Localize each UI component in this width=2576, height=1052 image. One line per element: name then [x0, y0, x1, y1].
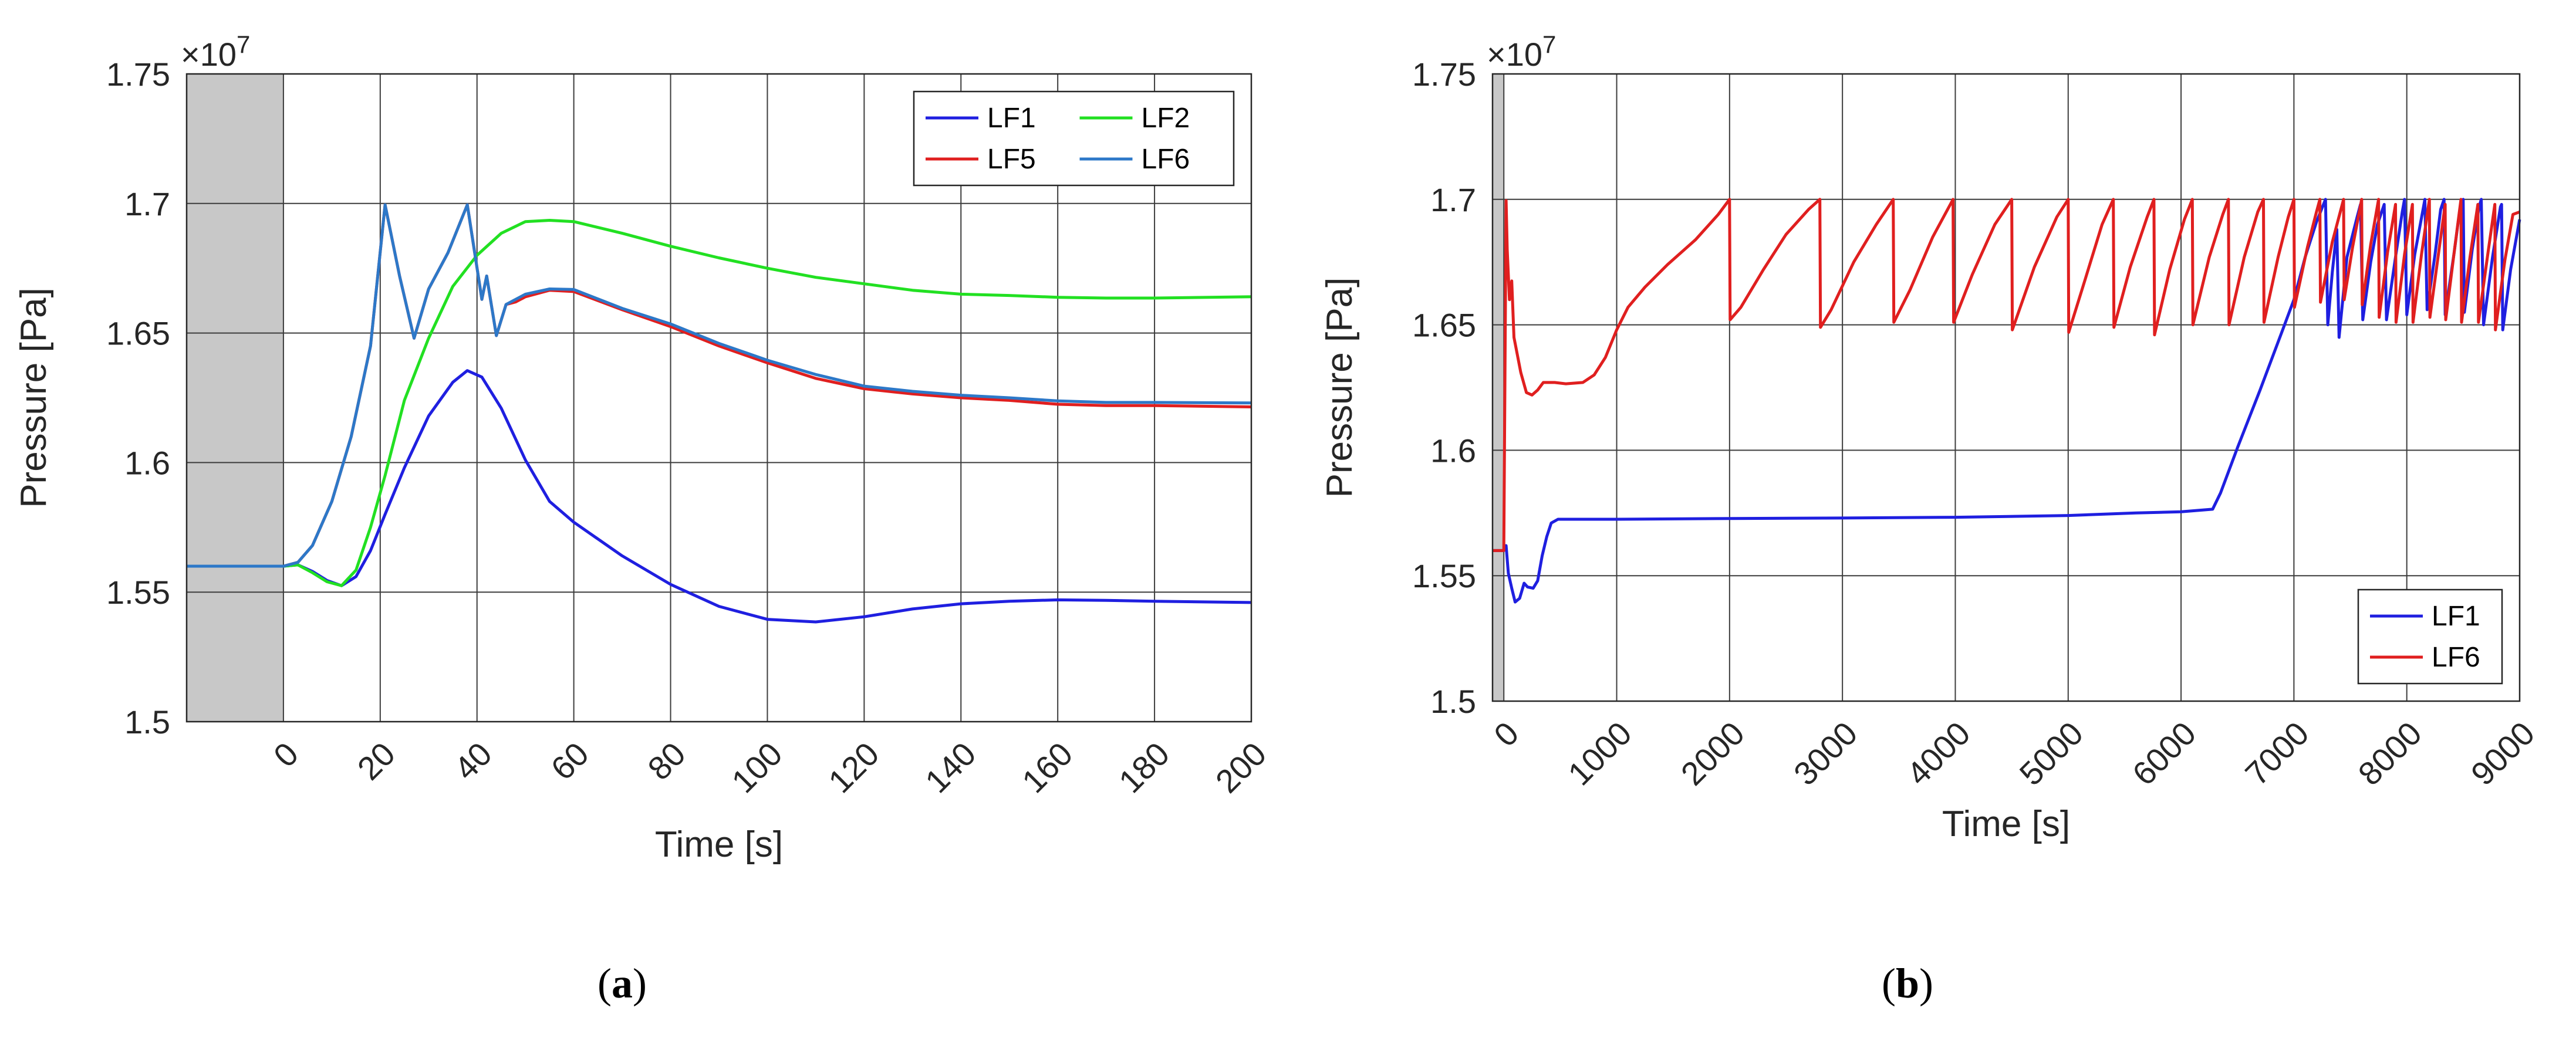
series-line-lf6 — [1493, 198, 2520, 552]
legend-label-lf6: LF6 — [1142, 144, 1190, 175]
exponent-label: ×107 — [181, 31, 250, 73]
x-tick-label: 3000 — [1787, 715, 1865, 793]
x-tick-label: 2000 — [1674, 715, 1752, 793]
x-tick-label: 100 — [724, 735, 789, 800]
x-tick-labels: 0 1000 2000 3000 4000 5000 6000 7000 8000 9000 — [1487, 715, 2541, 793]
y-tick-label: 1.75 — [1412, 56, 1476, 93]
x-tick-labels: 0 20 40 60 80 100 120 140 160 180 200 — [266, 735, 1274, 800]
y-tick-label: 1.55 — [1412, 557, 1476, 594]
y-tick-label: 1.6 — [1430, 432, 1476, 469]
legend-box — [913, 90, 1235, 187]
pre-start-shading — [1493, 74, 1504, 701]
y-tick-labels: 1.5 1.55 1.6 1.65 1.7 1.75 — [1412, 56, 1476, 720]
plot-frame — [185, 73, 1252, 723]
x-tick-label: 1000 — [1561, 715, 1639, 793]
y-tick-label: 1.7 — [124, 185, 170, 222]
legend-label-lf1: LF1 — [987, 103, 1036, 134]
legend: LF1 LF5 LF2 LF6 — [913, 90, 1235, 187]
y-tick-label: 1.5 — [124, 703, 170, 740]
panel-a: 0 20 40 60 80 100 120 140 160 180 200 1.51.551.61.… — [13, 31, 1273, 1007]
series-lines — [187, 203, 1252, 624]
panel-caption-b: (b) — [1882, 960, 1933, 1007]
y-axis-label: Pressure [Pa] — [13, 287, 54, 508]
panel-b: 0 1000 2000 3000 4000 5000 6000 7000 8000 9000 1.… — [1319, 31, 2541, 1007]
series-line-lf1 — [187, 369, 1252, 624]
plot-frame — [1491, 73, 2521, 702]
pre-start-shading — [187, 74, 283, 722]
x-tick-label: 9000 — [2464, 715, 2542, 793]
legend-label-lf6: LF6 — [2432, 642, 2480, 673]
x-tick-label: 80 — [640, 735, 693, 787]
x-tick-label: 0 — [1487, 715, 1526, 754]
x-tick-label: 200 — [1208, 735, 1274, 800]
series-line-lf2 — [187, 219, 1252, 587]
y-axis-label: Pressure [Pa] — [1319, 278, 1360, 498]
y-tick-label: 1.6 — [124, 444, 170, 481]
series-line-lf1 — [1493, 198, 2521, 604]
y-tick-label: 1.65 — [106, 315, 170, 352]
x-tick-label: 120 — [821, 735, 886, 800]
series-line-lf6 — [187, 203, 1252, 568]
x-tick-label: 160 — [1015, 735, 1080, 800]
x-tick-label: 140 — [918, 735, 983, 800]
y-tick-label: 1.65 — [1412, 307, 1476, 344]
x-tick-label: 20 — [350, 735, 403, 787]
y-tick-label: 1.5 — [1430, 683, 1476, 720]
x-tick-label: 8000 — [2351, 715, 2429, 793]
x-tick-label: 0 — [266, 735, 306, 774]
x-tick-label: 180 — [1112, 735, 1177, 800]
x-tick-label: 4000 — [1899, 715, 1977, 793]
y-tick-labels: 1.5 1.55 1.6 1.65 1.7 1.75 — [106, 56, 170, 740]
y-tick-label: 1.7 — [1430, 181, 1476, 218]
x-tick-label: 40 — [447, 735, 499, 787]
x-tick-label: 5000 — [2012, 715, 2090, 793]
legend-label-lf1: LF1 — [2432, 601, 2480, 632]
x-tick-label: 60 — [543, 735, 596, 787]
x-tick-label: 6000 — [2125, 715, 2203, 793]
exponent-label: ×107 — [1487, 31, 1556, 73]
x-axis-label: Time [s] — [655, 824, 783, 865]
series-lines — [1493, 198, 2521, 604]
y-tick-label: 1.55 — [106, 574, 170, 611]
legend-label-lf2: LF2 — [1142, 103, 1190, 134]
legend-label-lf5: LF5 — [987, 144, 1036, 175]
x-axis-label: Time [s] — [1942, 804, 2070, 844]
y-tick-label: 1.75 — [106, 56, 170, 93]
legend-box — [2357, 588, 2503, 685]
panel-caption-a: (a) — [597, 960, 647, 1007]
x-tick-label: 7000 — [2238, 715, 2316, 793]
